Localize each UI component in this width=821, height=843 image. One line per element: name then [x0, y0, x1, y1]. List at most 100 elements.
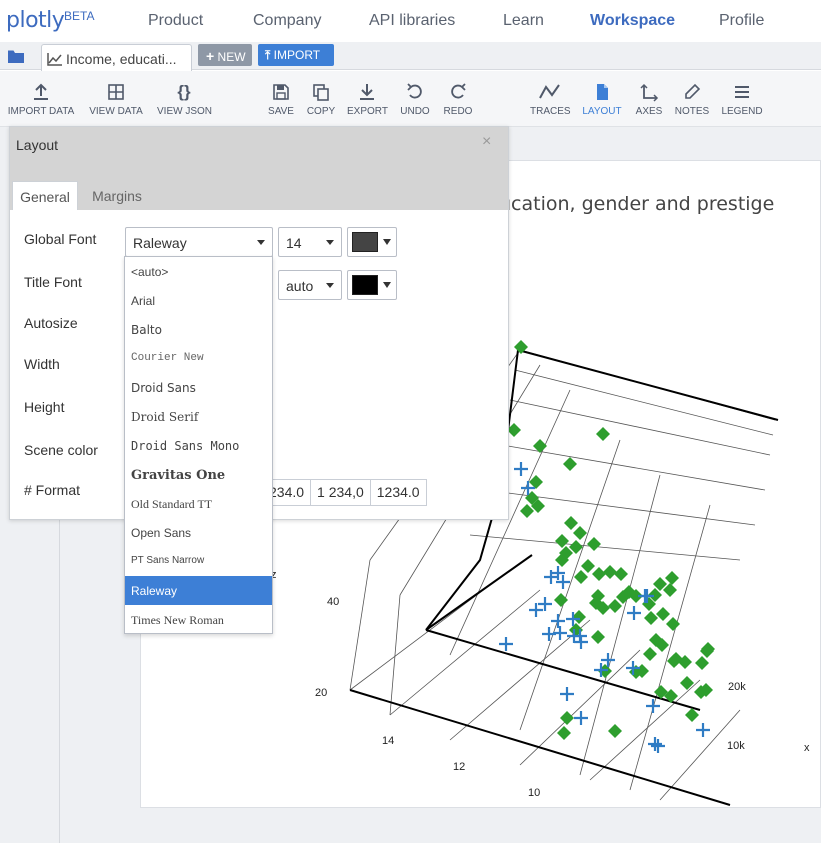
data-point-diamond[interactable]	[614, 567, 628, 581]
data-point-diamond[interactable]	[608, 599, 622, 613]
data-point-diamond[interactable]	[629, 589, 643, 603]
traces-button[interactable]: TRACES	[530, 82, 571, 117]
plot-title[interactable]: ucation, gender and prestige	[499, 193, 775, 215]
font-option-times-new-roman[interactable]: Times New Roman	[131, 613, 224, 627]
data-point-diamond[interactable]	[653, 577, 667, 591]
data-point-diamond[interactable]	[655, 638, 669, 652]
data-point-cross[interactable]	[626, 661, 640, 675]
folder-button[interactable]	[0, 42, 32, 70]
close-icon[interactable]: ×	[482, 133, 492, 150]
nav-workspace[interactable]: Workspace	[590, 12, 676, 29]
data-point-diamond[interactable]	[699, 683, 713, 697]
data-point-diamond[interactable]	[678, 655, 692, 669]
data-point-diamond[interactable]	[581, 559, 595, 573]
export-button[interactable]: EXPORT	[347, 82, 388, 117]
data-point-diamond[interactable]	[665, 571, 679, 585]
font-option-courier-new[interactable]: Courier New	[131, 352, 204, 364]
data-point-diamond[interactable]	[591, 630, 605, 644]
font-option-open-sans[interactable]: Open Sans	[131, 526, 192, 540]
data-point-diamond[interactable]	[644, 611, 658, 625]
data-point-diamond[interactable]	[564, 516, 578, 530]
file-tab[interactable]: Income, educati...	[41, 44, 192, 71]
data-point-diamond[interactable]	[514, 340, 528, 354]
data-point-diamond[interactable]	[533, 439, 547, 453]
layout-button[interactable]: LAYOUT	[582, 82, 622, 117]
data-point-cross[interactable]	[567, 629, 581, 643]
data-point-cross[interactable]	[551, 614, 565, 628]
data-point-diamond[interactable]	[663, 583, 677, 597]
data-point-cross[interactable]	[696, 723, 710, 737]
import-data-button[interactable]: IMPORT DATA	[7, 82, 75, 117]
data-point-diamond[interactable]	[555, 553, 569, 567]
data-point-diamond[interactable]	[587, 537, 601, 551]
data-point-cross[interactable]	[648, 737, 662, 751]
data-point-diamond[interactable]	[592, 567, 606, 581]
data-point-diamond[interactable]	[560, 711, 574, 725]
title-font-color-picker[interactable]	[347, 270, 397, 300]
nav-api-libraries[interactable]: API libraries	[369, 12, 456, 29]
data-point-diamond[interactable]	[557, 726, 571, 740]
data-point-cross[interactable]	[574, 711, 588, 725]
new-button[interactable]: + NEW	[198, 44, 252, 66]
font-option-droid-serif[interactable]: Droid Serif	[131, 410, 199, 424]
nav-learn[interactable]: Learn	[503, 12, 544, 29]
data-point-cross[interactable]	[627, 606, 641, 620]
data-point-cross[interactable]	[574, 635, 588, 649]
data-point-cross[interactable]	[499, 637, 513, 651]
data-point-diamond[interactable]	[589, 596, 603, 610]
data-point-diamond[interactable]	[572, 610, 586, 624]
legend-button[interactable]: LEGEND	[721, 82, 763, 117]
data-point-diamond[interactable]	[664, 689, 678, 703]
data-point-cross[interactable]	[601, 653, 615, 667]
global-font-select[interactable]: Raleway	[125, 227, 273, 257]
data-point-diamond[interactable]	[701, 642, 715, 656]
plotly-logo[interactable]: plotly	[6, 8, 65, 33]
data-point-cross[interactable]	[551, 566, 565, 580]
data-point-diamond[interactable]	[596, 427, 610, 441]
format-option[interactable]: 1 234,0	[310, 480, 370, 505]
data-point-diamond[interactable]	[563, 457, 577, 471]
font-option-arial[interactable]: Arial	[131, 294, 156, 308]
tab-general[interactable]: General	[12, 181, 78, 210]
data-point-diamond[interactable]	[685, 708, 699, 722]
font-option-raleway[interactable]: Raleway	[125, 576, 272, 605]
data-point-diamond[interactable]	[555, 534, 569, 548]
font-option-droid-sans-mono[interactable]: Droid Sans Mono	[131, 439, 240, 453]
format-option[interactable]: 234.0	[269, 484, 305, 500]
data-point-cross[interactable]	[594, 663, 608, 677]
title-font-size-select[interactable]: auto	[278, 270, 342, 300]
data-point-cross[interactable]	[640, 589, 654, 603]
copy-button[interactable]: COPY	[306, 82, 336, 117]
data-point-cross[interactable]	[542, 627, 556, 641]
data-point-cross[interactable]	[651, 739, 665, 753]
nav-product[interactable]: Product	[148, 12, 204, 29]
data-point-cross[interactable]	[514, 462, 528, 476]
format-option[interactable]: 1234.0	[369, 480, 426, 505]
data-point-diamond[interactable]	[573, 526, 587, 540]
font-option-droid-sans[interactable]: Droid Sans	[131, 381, 196, 395]
data-point-diamond[interactable]	[656, 607, 670, 621]
notes-button[interactable]: NOTES	[674, 82, 710, 117]
font-option-pt-sans-narrow[interactable]: PT Sans Narrow	[131, 555, 205, 566]
data-point-cross[interactable]	[556, 575, 570, 589]
font-option-gravitas-one[interactable]: Gravitas One	[131, 468, 226, 483]
data-point-diamond[interactable]	[695, 656, 709, 670]
global-font-size-select[interactable]: 14	[278, 227, 342, 257]
tab-margins[interactable]: Margins	[92, 188, 142, 204]
data-point-diamond[interactable]	[507, 423, 521, 437]
font-option-balto[interactable]: Balto	[131, 323, 162, 337]
data-point-diamond[interactable]	[574, 570, 588, 584]
save-button[interactable]: SAVE	[266, 82, 296, 117]
data-point-diamond[interactable]	[531, 499, 545, 513]
font-option-old-standard-tt[interactable]: Old Standard TT	[131, 497, 213, 511]
data-point-cross[interactable]	[560, 687, 574, 701]
import-button[interactable]: ⤒ IMPORT	[258, 44, 334, 66]
nav-company[interactable]: Company	[253, 12, 322, 29]
axes-button[interactable]: AXES	[634, 82, 664, 117]
view-json-button[interactable]: {} VIEW JSON	[157, 82, 212, 117]
view-data-button[interactable]: VIEW DATA	[88, 82, 144, 117]
data-point-cross[interactable]	[566, 612, 580, 626]
data-point-diamond[interactable]	[666, 617, 680, 631]
redo-button[interactable]: REDO	[443, 82, 473, 117]
data-point-diamond[interactable]	[680, 676, 694, 690]
